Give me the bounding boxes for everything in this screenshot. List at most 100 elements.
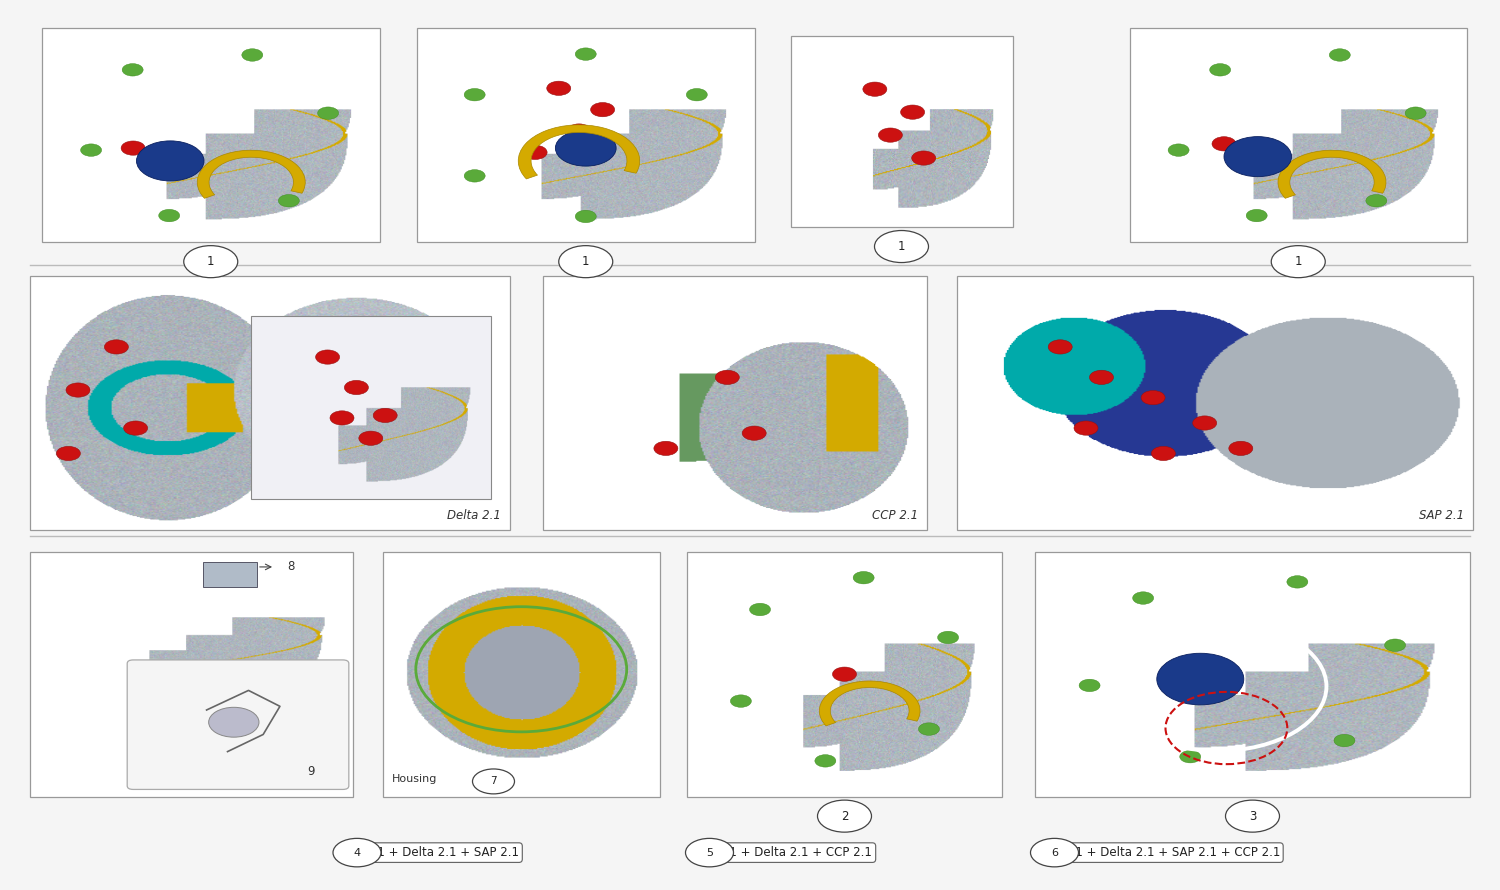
FancyBboxPatch shape — [251, 317, 490, 499]
Text: 6: 6 — [1052, 847, 1058, 858]
Circle shape — [1048, 340, 1072, 354]
Circle shape — [853, 571, 874, 584]
Circle shape — [1212, 137, 1236, 151]
Wedge shape — [198, 150, 304, 198]
Circle shape — [184, 246, 237, 278]
Circle shape — [716, 370, 740, 384]
Text: Delta 2.1: Delta 2.1 — [447, 509, 501, 522]
FancyBboxPatch shape — [30, 276, 510, 530]
Circle shape — [1142, 391, 1166, 405]
Circle shape — [938, 631, 958, 643]
Circle shape — [730, 695, 752, 708]
FancyBboxPatch shape — [128, 660, 350, 789]
Text: 4: 4 — [354, 847, 360, 858]
Circle shape — [558, 246, 612, 278]
Circle shape — [136, 141, 204, 181]
FancyBboxPatch shape — [687, 552, 1002, 797]
Circle shape — [1334, 734, 1354, 747]
Circle shape — [330, 411, 354, 425]
Circle shape — [750, 603, 771, 616]
FancyBboxPatch shape — [42, 28, 380, 242]
Circle shape — [862, 82, 886, 96]
Circle shape — [1132, 592, 1154, 604]
Circle shape — [1192, 416, 1216, 430]
Circle shape — [81, 144, 102, 157]
Circle shape — [209, 708, 260, 737]
Circle shape — [1179, 750, 1200, 763]
Circle shape — [815, 755, 836, 767]
Circle shape — [464, 170, 484, 182]
FancyBboxPatch shape — [543, 276, 927, 530]
FancyBboxPatch shape — [1130, 28, 1467, 242]
Circle shape — [555, 130, 616, 166]
Text: 9: 9 — [308, 765, 315, 778]
Circle shape — [1074, 421, 1098, 435]
Circle shape — [1089, 370, 1113, 384]
Text: = 1 + Delta 2.1 + SAP 2.1: = 1 + Delta 2.1 + SAP 2.1 — [360, 846, 519, 859]
Circle shape — [472, 769, 514, 794]
Circle shape — [1406, 107, 1426, 119]
Circle shape — [874, 231, 928, 263]
Circle shape — [1228, 441, 1252, 456]
Text: 1: 1 — [582, 255, 590, 268]
Circle shape — [1270, 246, 1326, 278]
Text: SAP 2.1: SAP 2.1 — [1419, 509, 1464, 522]
FancyBboxPatch shape — [382, 552, 660, 797]
Circle shape — [576, 48, 596, 61]
Text: 1: 1 — [1294, 255, 1302, 268]
Text: 7: 7 — [490, 776, 496, 787]
Circle shape — [318, 107, 339, 119]
Circle shape — [105, 340, 129, 354]
Circle shape — [686, 838, 734, 867]
Circle shape — [1246, 209, 1268, 222]
Wedge shape — [519, 125, 639, 179]
Circle shape — [374, 409, 398, 423]
Circle shape — [122, 63, 142, 76]
Circle shape — [315, 350, 339, 364]
FancyBboxPatch shape — [1035, 552, 1470, 797]
Circle shape — [687, 88, 708, 101]
Circle shape — [333, 838, 381, 867]
Text: 3: 3 — [1250, 810, 1256, 822]
Circle shape — [122, 141, 146, 155]
Circle shape — [591, 102, 615, 117]
Circle shape — [900, 105, 924, 119]
Circle shape — [66, 383, 90, 397]
Circle shape — [742, 426, 766, 441]
Circle shape — [1152, 446, 1176, 461]
Wedge shape — [1278, 150, 1386, 198]
Circle shape — [524, 145, 548, 159]
Circle shape — [1366, 195, 1388, 207]
Circle shape — [548, 81, 572, 95]
Circle shape — [1156, 653, 1244, 705]
Text: CCP 2.1: CCP 2.1 — [871, 509, 918, 522]
Text: 5: 5 — [706, 847, 712, 858]
Circle shape — [567, 124, 591, 138]
Circle shape — [345, 380, 369, 394]
Text: Housing: Housing — [392, 774, 436, 784]
FancyBboxPatch shape — [957, 276, 1473, 530]
Text: 1: 1 — [897, 240, 904, 253]
Circle shape — [1030, 838, 1078, 867]
FancyBboxPatch shape — [790, 36, 1012, 227]
Circle shape — [358, 431, 382, 445]
Circle shape — [464, 88, 484, 101]
Text: 1: 1 — [207, 255, 214, 268]
Circle shape — [57, 446, 81, 461]
Circle shape — [1226, 800, 1280, 832]
Circle shape — [918, 723, 939, 735]
Circle shape — [1287, 576, 1308, 588]
Circle shape — [879, 128, 903, 142]
Circle shape — [242, 49, 262, 61]
Wedge shape — [819, 681, 920, 726]
Circle shape — [833, 668, 856, 682]
Circle shape — [1078, 679, 1100, 692]
Text: 8: 8 — [286, 561, 294, 573]
Circle shape — [654, 441, 678, 456]
Text: = 1 + Delta 2.1 + CCP 2.1: = 1 + Delta 2.1 + CCP 2.1 — [712, 846, 873, 859]
FancyBboxPatch shape — [202, 562, 256, 587]
Circle shape — [159, 209, 180, 222]
Circle shape — [1209, 63, 1230, 76]
Text: 2: 2 — [842, 810, 849, 822]
Circle shape — [576, 210, 596, 222]
